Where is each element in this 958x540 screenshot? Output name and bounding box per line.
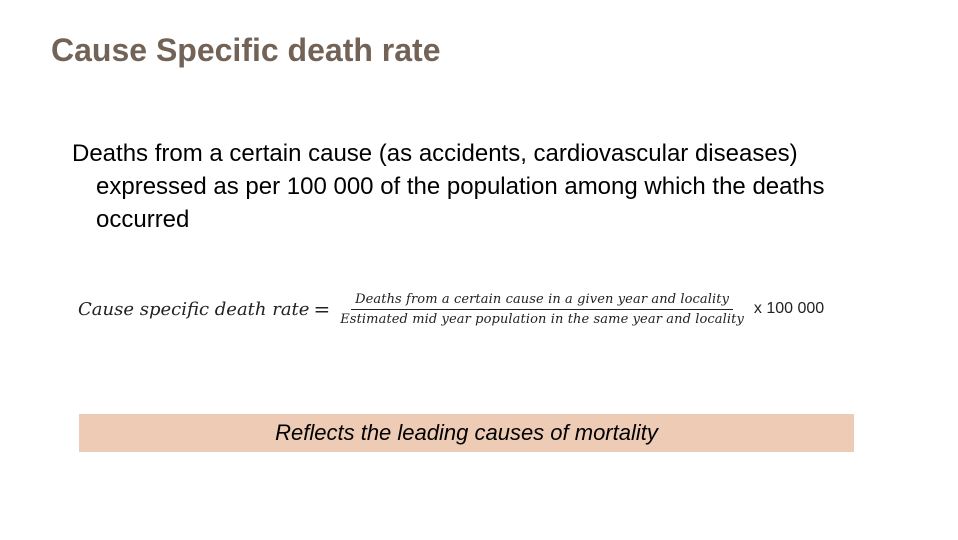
formula-fraction: Deaths from a certain cause in a given y… [336,292,748,327]
formula-equals-sign: = [313,297,331,321]
formula-lhs: Cause specific death rate [78,298,310,320]
definition-text: Deaths from a certain cause (as accident… [72,140,825,233]
slide-title: Cause Specific death rate [51,32,441,68]
formula-multiplier: x 100 000 [753,300,825,317]
formula-numerator: Deaths from a certain cause in a given y… [351,292,734,310]
banner-text: Reflects the leading causes of mortality [275,420,658,445]
highlight-banner: Reflects the leading causes of mortality [79,414,854,452]
formula: Cause specific death rate = Deaths from … [78,286,824,332]
formula-denominator: Estimated mid year population in the sam… [340,311,744,327]
